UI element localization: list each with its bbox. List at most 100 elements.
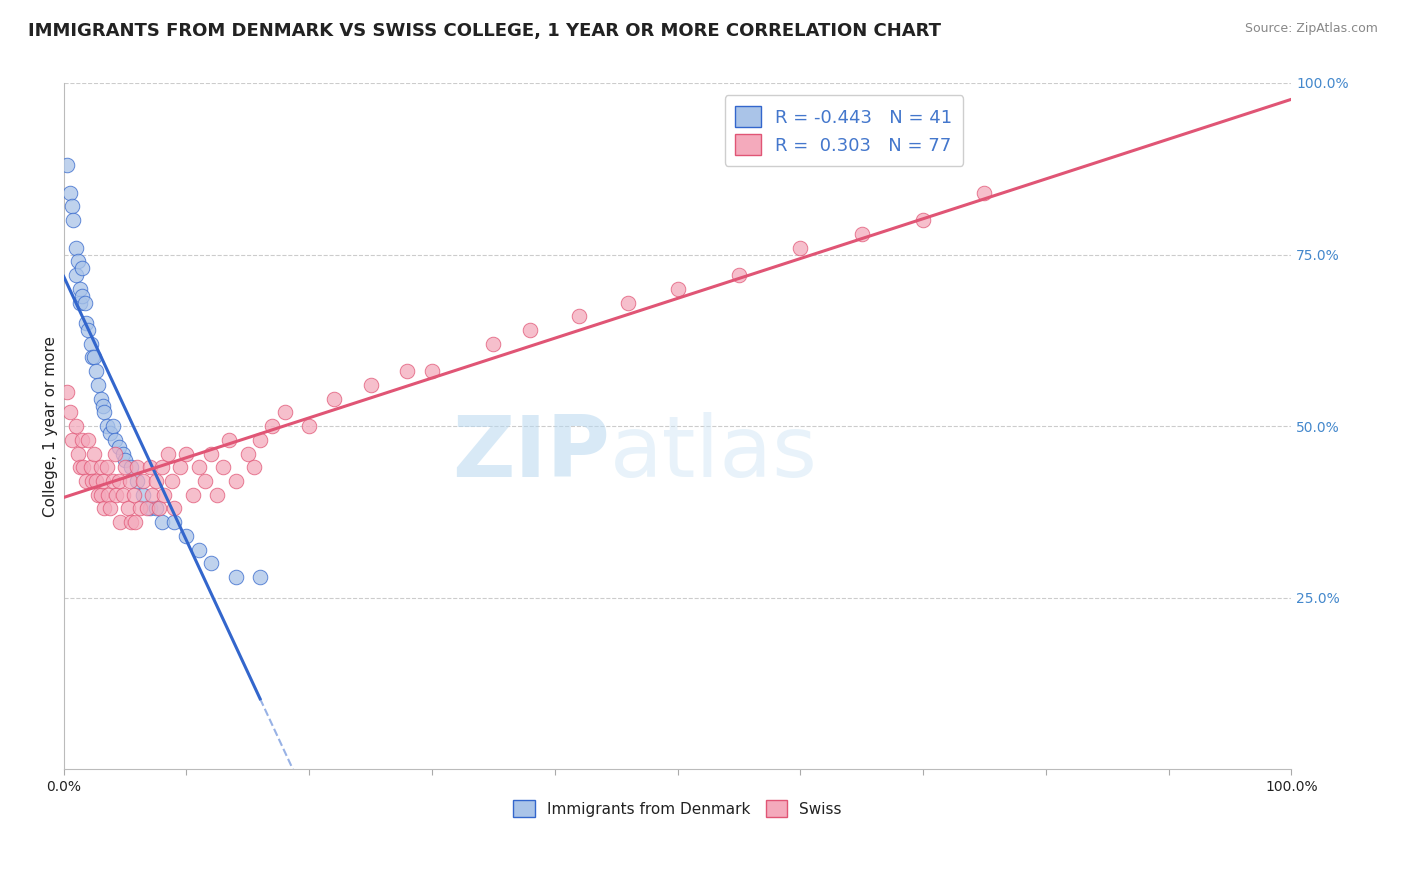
Point bbox=[262, 419, 284, 434]
Point bbox=[163, 501, 186, 516]
Point bbox=[56, 158, 79, 172]
Point bbox=[218, 433, 240, 447]
Point bbox=[322, 392, 344, 406]
Point bbox=[93, 501, 115, 516]
Point bbox=[298, 419, 321, 434]
Text: Source: ZipAtlas.com: Source: ZipAtlas.com bbox=[1244, 22, 1378, 36]
Point bbox=[60, 199, 83, 213]
Point bbox=[83, 446, 105, 460]
Point bbox=[69, 282, 91, 296]
Point bbox=[75, 474, 97, 488]
Point bbox=[77, 433, 100, 447]
Point bbox=[973, 186, 995, 200]
Text: atlas: atlas bbox=[610, 412, 818, 495]
Point bbox=[145, 501, 167, 516]
Point bbox=[789, 241, 811, 255]
Point bbox=[187, 460, 209, 475]
Point bbox=[77, 323, 100, 337]
Point bbox=[80, 351, 103, 365]
Point bbox=[132, 488, 155, 502]
Point bbox=[160, 474, 183, 488]
Point bbox=[225, 474, 247, 488]
Point bbox=[200, 446, 222, 460]
Point bbox=[97, 488, 120, 502]
Point bbox=[83, 351, 105, 365]
Point bbox=[120, 515, 142, 529]
Point bbox=[91, 399, 114, 413]
Point bbox=[568, 310, 591, 324]
Point bbox=[187, 542, 209, 557]
Point bbox=[87, 488, 110, 502]
Point bbox=[169, 460, 191, 475]
Point bbox=[194, 474, 217, 488]
Point bbox=[120, 460, 142, 475]
Point bbox=[79, 460, 101, 475]
Point bbox=[93, 405, 115, 419]
Point bbox=[111, 488, 134, 502]
Point bbox=[72, 460, 94, 475]
Point bbox=[118, 474, 141, 488]
Point bbox=[851, 227, 873, 241]
Point bbox=[138, 460, 160, 475]
Point bbox=[138, 501, 160, 516]
Point bbox=[89, 488, 111, 502]
Point bbox=[84, 474, 107, 488]
Point bbox=[396, 364, 419, 378]
Point bbox=[75, 316, 97, 330]
Point bbox=[205, 488, 228, 502]
Point bbox=[98, 425, 121, 440]
Point bbox=[200, 557, 222, 571]
Point bbox=[73, 295, 96, 310]
Point bbox=[70, 261, 93, 276]
Y-axis label: College, 1 year or more: College, 1 year or more bbox=[44, 335, 58, 516]
Point bbox=[65, 419, 87, 434]
Text: IMMIGRANTS FROM DENMARK VS SWISS COLLEGE, 1 YEAR OR MORE CORRELATION CHART: IMMIGRANTS FROM DENMARK VS SWISS COLLEGE… bbox=[28, 22, 941, 40]
Point bbox=[141, 488, 163, 502]
Point bbox=[617, 295, 640, 310]
Point bbox=[360, 378, 382, 392]
Point bbox=[65, 241, 87, 255]
Point bbox=[111, 446, 134, 460]
Point bbox=[666, 282, 689, 296]
Point bbox=[101, 419, 124, 434]
Point bbox=[176, 446, 198, 460]
Point bbox=[145, 474, 167, 488]
Point bbox=[176, 529, 198, 543]
Point bbox=[273, 405, 295, 419]
Point bbox=[212, 460, 235, 475]
Point bbox=[104, 433, 127, 447]
Point bbox=[80, 474, 103, 488]
Point bbox=[65, 268, 87, 282]
Point bbox=[225, 570, 247, 584]
Point bbox=[136, 501, 159, 516]
Point bbox=[911, 213, 934, 227]
Point bbox=[157, 446, 180, 460]
Point bbox=[105, 488, 128, 502]
Point bbox=[56, 384, 79, 399]
Point bbox=[67, 446, 90, 460]
Point bbox=[114, 460, 136, 475]
Point bbox=[70, 433, 93, 447]
Point bbox=[91, 474, 114, 488]
Point bbox=[482, 336, 505, 351]
Point bbox=[519, 323, 541, 337]
Point bbox=[70, 289, 93, 303]
Point bbox=[89, 460, 111, 475]
Point bbox=[59, 186, 82, 200]
Point bbox=[60, 433, 83, 447]
Point bbox=[132, 474, 155, 488]
Point bbox=[108, 515, 131, 529]
Legend: Immigrants from Denmark, Swiss: Immigrants from Denmark, Swiss bbox=[508, 794, 848, 823]
Point bbox=[128, 501, 150, 516]
Point bbox=[69, 460, 91, 475]
Point bbox=[89, 392, 111, 406]
Point bbox=[243, 460, 266, 475]
Point bbox=[108, 440, 131, 454]
Point bbox=[127, 460, 149, 475]
Point bbox=[69, 295, 91, 310]
Point bbox=[117, 501, 139, 516]
Point bbox=[108, 474, 131, 488]
Point bbox=[96, 460, 118, 475]
Point bbox=[124, 515, 146, 529]
Point bbox=[163, 515, 186, 529]
